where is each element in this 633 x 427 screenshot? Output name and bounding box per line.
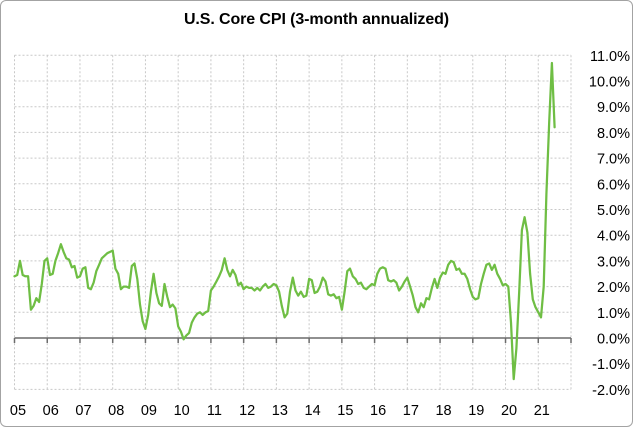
y-tick-label: 4.0%: [597, 229, 630, 245]
x-tick-label: 08: [108, 403, 124, 419]
y-tick-label: 6.0%: [597, 177, 630, 193]
x-tick-label: 18: [435, 403, 451, 419]
x-tick-label: 13: [272, 403, 288, 419]
x-tick-label: 17: [403, 403, 419, 419]
y-tick-label: 5.0%: [597, 203, 630, 219]
cpi-line: [13, 61, 556, 381]
y-tick-label: 11.0%: [590, 49, 630, 65]
x-tick-label: 16: [370, 403, 386, 419]
x-tick-label: 06: [43, 403, 59, 419]
y-tick-label: 10.0%: [589, 75, 630, 91]
chart-title: U.S. Core CPI (3-month annualized): [183, 11, 450, 28]
x-tick-label: 20: [501, 403, 517, 419]
y-tick-label: -1.0%: [592, 357, 630, 373]
x-tick-label: 12: [239, 403, 255, 419]
y-tick-label: 8.0%: [597, 126, 630, 142]
x-tick-label: 11: [207, 403, 222, 419]
y-tick-label: 1.0%: [597, 306, 630, 322]
y-tick-label: 9.0%: [597, 100, 630, 116]
y-tick-label: 7.0%: [597, 152, 630, 168]
x-tick-label: 09: [141, 403, 157, 419]
y-tick-label: 2.0%: [597, 280, 630, 296]
y-tick-label: -2.0%: [592, 383, 630, 399]
y-tick-label: 0.0%: [597, 332, 630, 348]
y-tick-label: 3.0%: [597, 254, 630, 270]
x-tick-label: 19: [468, 403, 484, 419]
x-tick-label: 05: [10, 403, 26, 419]
x-tick-label: 07: [75, 403, 91, 419]
x-tick-label: 21: [534, 403, 550, 419]
x-tick-label: 10: [174, 403, 190, 419]
x-tick-label: 14: [305, 403, 321, 419]
x-tick-label: 15: [337, 403, 353, 419]
